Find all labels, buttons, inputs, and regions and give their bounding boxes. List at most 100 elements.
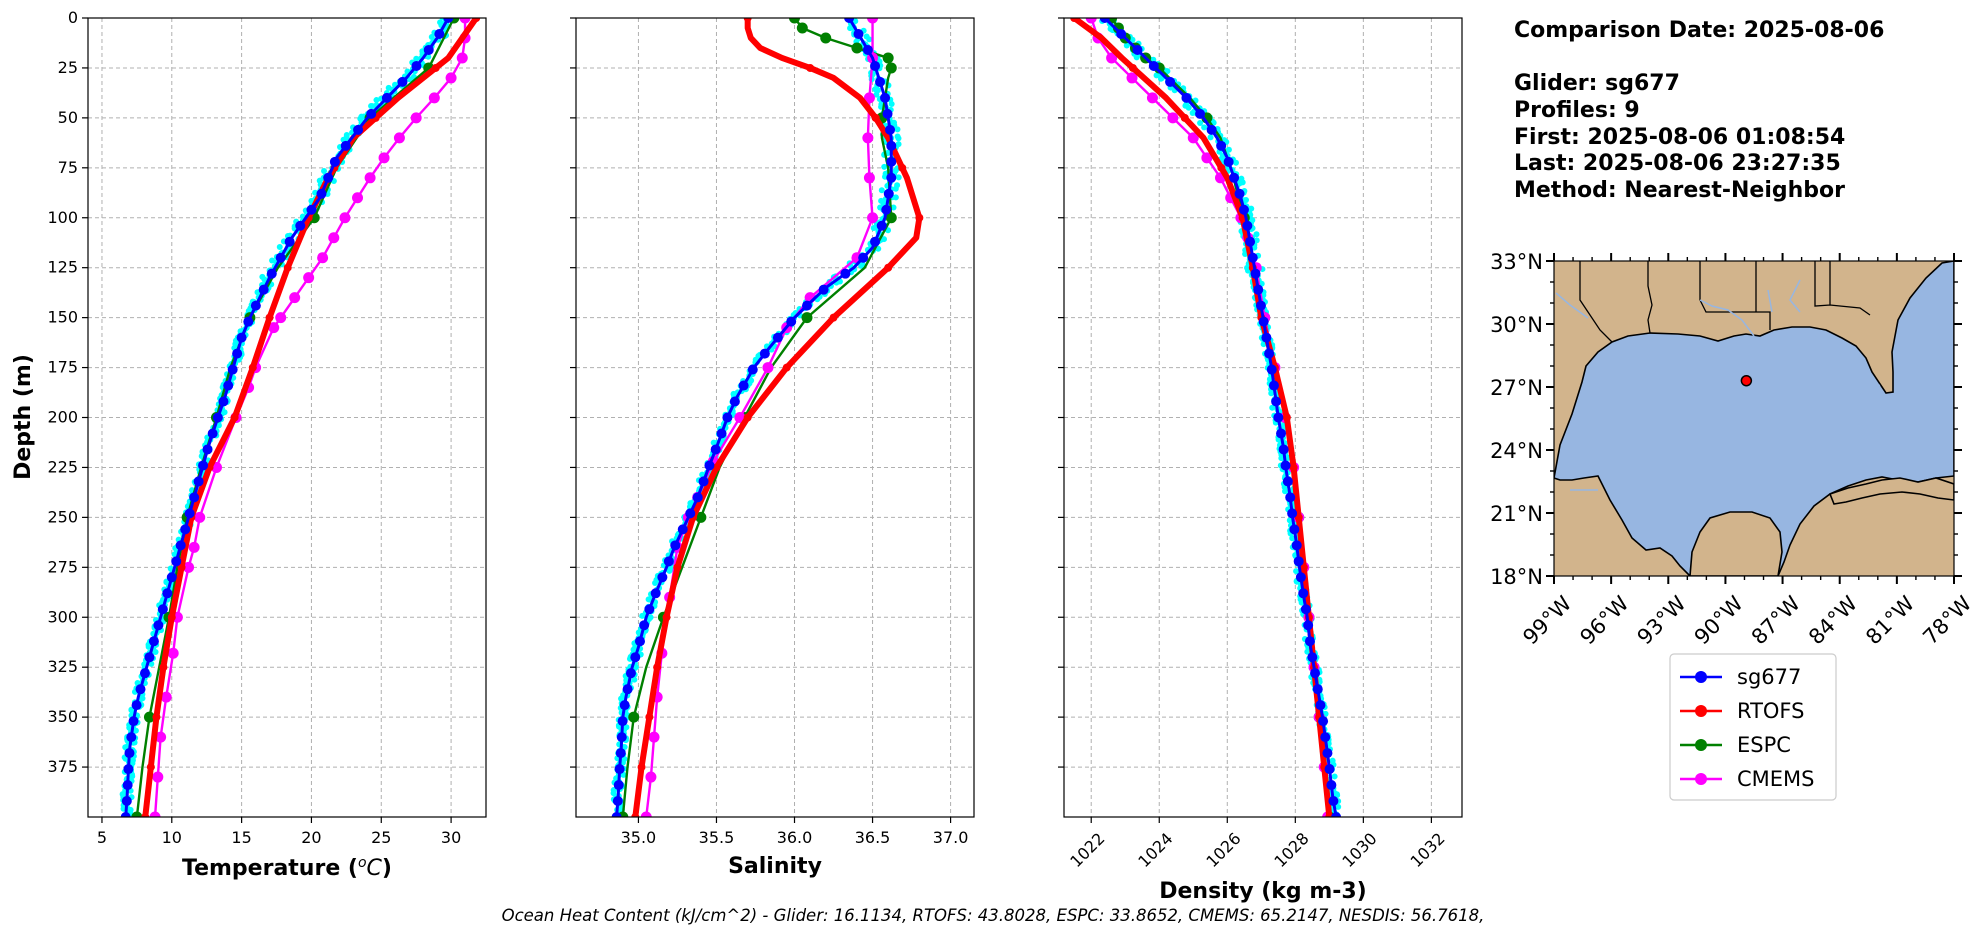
series-point-sg677: [670, 540, 681, 551]
legend: sg677 RTOFS ESPC CMEMS: [1669, 653, 1837, 801]
series-point-sg677: [1328, 796, 1339, 807]
raw-glider-point: [878, 187, 885, 194]
series-point-sg677: [323, 172, 334, 183]
series-point-sg677: [198, 460, 209, 471]
series-point-sg677: [772, 332, 783, 343]
series-point-sg677: [853, 28, 864, 39]
raw-glider-point: [368, 103, 375, 110]
series-point-rtofs: [1299, 563, 1308, 572]
map-lon-label: 78°W: [1918, 591, 1976, 649]
series-point-sg677: [1181, 92, 1192, 103]
raw-glider-point: [895, 135, 902, 142]
series-point-sg677: [1268, 380, 1279, 391]
series-point-rtofs: [146, 763, 155, 772]
x-tick-label: 5: [97, 828, 107, 847]
density-x-label: Density (kg m-3): [1159, 879, 1367, 904]
series-point-sg677: [340, 140, 351, 151]
raw-glider-point: [1253, 231, 1260, 238]
series-point-sg677: [153, 620, 164, 631]
series-point-sg677: [434, 28, 445, 39]
series-point-sg677: [1255, 300, 1266, 311]
location-map: 33°N 30°N 27°N 24°N 21°N 18°N99°W 96°W 93°W 90°W…: [1490, 250, 1976, 649]
series-point-sg677: [366, 108, 377, 119]
raw-glider-point: [1242, 251, 1249, 258]
raw-glider-point: [145, 643, 152, 650]
series-point-rtofs: [898, 163, 907, 172]
series-point-sg677: [124, 748, 135, 759]
series-point-rtofs: [152, 713, 161, 722]
x-tick-label: 25: [371, 828, 391, 847]
series-point-sg677: [1099, 18, 1110, 23]
series-point-rtofs: [1282, 413, 1291, 422]
raw-glider-point: [132, 727, 139, 734]
series-point-sg677: [1276, 428, 1287, 439]
series-point-cmems: [640, 811, 652, 817]
map-lon-label: 93°W: [1633, 591, 1691, 649]
series-point-cmems: [863, 172, 875, 184]
series-point-sg677: [423, 44, 434, 55]
series-point-rtofs: [637, 763, 646, 772]
series-point-cmems: [167, 647, 179, 659]
series-point-sg677: [840, 268, 851, 279]
map-gulf-of-mexico: [1554, 261, 1954, 576]
last-time: Last: 2025-08-06 23:27:35: [1514, 151, 1841, 176]
series-point-cmems: [1146, 92, 1158, 104]
series-point-rtofs: [653, 663, 662, 672]
series-point-cmems: [328, 232, 340, 244]
raw-glider-point: [699, 471, 706, 478]
series-point-sg677: [1250, 268, 1261, 279]
series-point-sg677: [1326, 780, 1337, 791]
raw-glider-point: [631, 676, 638, 683]
series-point-sg677: [639, 620, 650, 631]
series-point-cmems: [289, 292, 301, 304]
raw-glider-point: [880, 200, 887, 207]
temperature-panel: 5 10 15 20 25 30 0 25 50 75 100 125 150 175 200 225 250…: [11, 8, 487, 881]
series-point-sg677: [135, 684, 146, 695]
series-point-sg677: [617, 716, 628, 727]
series-point-sg677: [1291, 540, 1302, 551]
raw-glider-point: [385, 84, 392, 91]
density-y-ticks: [1058, 17, 1064, 768]
series-point-sg677: [295, 220, 306, 231]
series-point-sg677: [411, 60, 422, 71]
series-point-rtofs: [871, 113, 880, 122]
series-point-sg677: [883, 188, 894, 199]
series-point-sg677: [622, 684, 633, 695]
map-lat-label: 30°N: [1490, 313, 1543, 337]
raw-glider-point: [1278, 455, 1285, 462]
series-point-sg677: [1223, 156, 1234, 167]
glider-location-marker: [1740, 374, 1753, 387]
map-borders: [1579, 261, 1871, 343]
series-point-sg677: [171, 556, 182, 567]
series-point-sg677: [381, 92, 392, 103]
raw-glider-point: [1331, 773, 1338, 780]
series-point-sg677: [1238, 204, 1249, 215]
y-tick-label: 375: [47, 757, 78, 776]
series-point-cmems: [183, 561, 195, 573]
series-point-sg677: [1165, 76, 1176, 87]
series-point-sg677: [886, 140, 897, 151]
raw-glider-point: [890, 204, 897, 211]
map-lon-label: 84°W: [1804, 591, 1862, 649]
map-cuba: [1828, 477, 1954, 505]
series-point-sg677: [1315, 700, 1326, 711]
series-point-sg677: [844, 18, 855, 23]
y-tick-label: 225: [47, 457, 78, 476]
series-point-sg677: [818, 284, 829, 295]
series-point-sg677: [1293, 556, 1304, 567]
raw-glider-point: [1268, 390, 1275, 397]
series-point-cmems: [364, 172, 376, 184]
series-point-rtofs: [806, 63, 815, 72]
series-point-sg677: [1247, 252, 1258, 263]
series-point-sg677: [1206, 124, 1217, 135]
series-point-sg677: [885, 124, 896, 135]
series-point-sg677: [1195, 108, 1206, 119]
series-point-rtofs: [915, 213, 924, 222]
series-point-espc: [882, 52, 894, 64]
series-point-rtofs: [829, 313, 838, 322]
series-point-rtofs: [743, 18, 752, 22]
series-point-sg677: [223, 380, 234, 391]
series-point-cmems: [862, 132, 874, 144]
y-tick-label: 125: [47, 258, 78, 277]
